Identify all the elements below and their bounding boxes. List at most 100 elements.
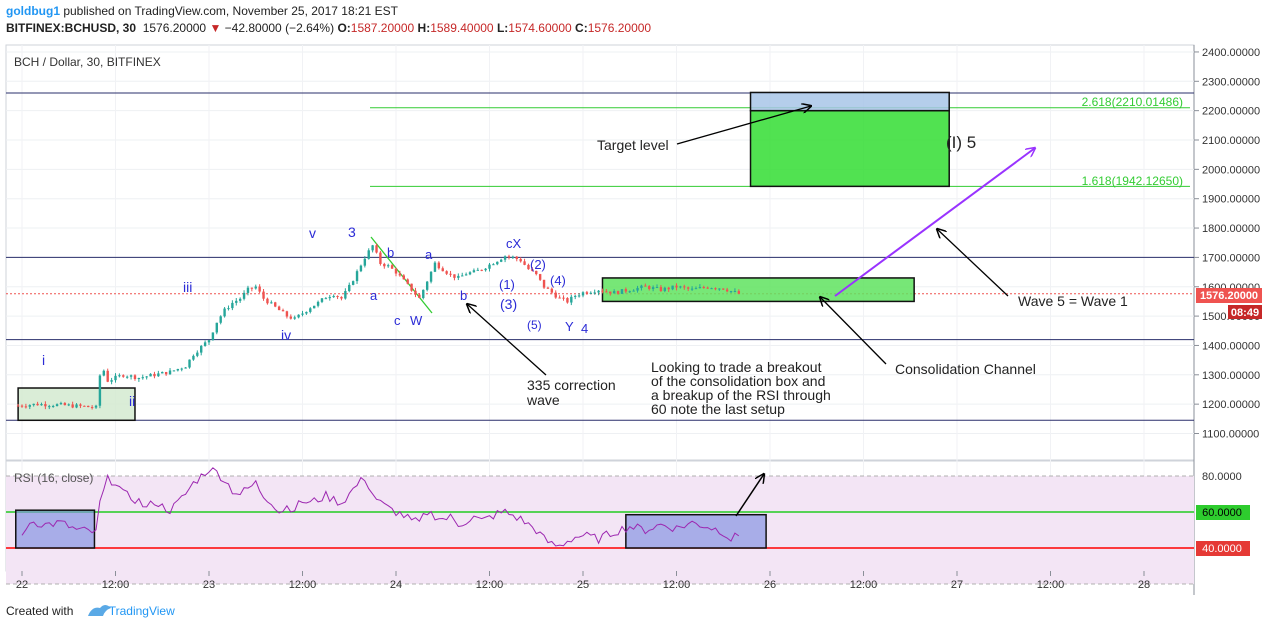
- candle-body: [277, 306, 281, 311]
- time-tick-label: 26: [764, 579, 776, 591]
- candle-body: [363, 258, 367, 266]
- candle-body: [71, 404, 74, 408]
- time-tick-label: 12:00: [663, 579, 691, 591]
- candle-body: [289, 316, 293, 319]
- rsi-series: 80.0000: [6, 467, 1242, 585]
- rsi-breakout-arrow: [735, 474, 764, 517]
- note-line-4: 60 note the last setup: [651, 401, 785, 417]
- candle-body: [285, 311, 289, 317]
- candle-body: [90, 407, 94, 409]
- publish-line: goldbug1 published on TradingView.com, N…: [6, 4, 398, 18]
- candle-body: [511, 256, 515, 258]
- author-link[interactable]: goldbug1: [6, 4, 60, 18]
- high-value: 1589.40000: [430, 21, 494, 35]
- candle-body: [270, 302, 273, 304]
- candle-body: [180, 368, 183, 370]
- candle-body: [312, 305, 316, 309]
- rsi-box: [15, 509, 96, 549]
- target-level-label: Target level: [597, 137, 669, 153]
- wave-label-c1: c: [394, 313, 401, 328]
- candle-body: [122, 375, 125, 377]
- candle-body: [422, 289, 425, 299]
- high-label: H:: [417, 21, 431, 35]
- candle-body: [55, 404, 59, 407]
- candle-body: [371, 245, 374, 251]
- candle-body: [83, 405, 86, 407]
- candle-body: [449, 273, 452, 275]
- candle-body: [110, 380, 113, 382]
- candle-body: [316, 301, 320, 306]
- candle-body: [515, 256, 518, 260]
- candle-body: [281, 310, 285, 312]
- candle-body: [351, 281, 355, 285]
- wave-label-iv: iv: [281, 327, 291, 343]
- candle-body: [36, 403, 39, 406]
- time-tick-label: 12:00: [850, 579, 878, 591]
- candle-body: [87, 405, 90, 408]
- candle-body: [546, 287, 550, 289]
- time-tick-label: 22: [16, 579, 28, 591]
- candle-body: [644, 285, 647, 287]
- candle-body: [410, 283, 413, 291]
- candle-body: [24, 406, 28, 408]
- candle-body: [636, 287, 639, 291]
- price-series: [16, 243, 741, 410]
- open-value: 1587.20000: [350, 21, 415, 35]
- tradingview-link[interactable]: TradingView: [108, 604, 175, 618]
- wave-label-p5: (5): [527, 318, 542, 332]
- correction-label-1: 335 correction: [527, 377, 616, 393]
- candle-body: [114, 375, 117, 381]
- wave-label-ii: ii: [129, 393, 135, 409]
- price-tick-label: 2100.00000: [1202, 135, 1260, 147]
- candle-body: [437, 262, 441, 269]
- time-tick-label: 28: [1138, 579, 1150, 591]
- fib-label-1618: 1.618(1942.12650): [1082, 174, 1183, 188]
- projection-arrow: [834, 148, 1035, 297]
- change-down-icon: ▼: [209, 21, 222, 35]
- candle-body: [589, 292, 592, 294]
- candle-body: [79, 404, 82, 406]
- candle-body: [75, 404, 78, 408]
- wave-label-b1: b: [387, 245, 394, 260]
- candle-body: [453, 274, 456, 278]
- low-label: L:: [496, 21, 509, 35]
- candle-body: [153, 373, 156, 377]
- candle-body: [609, 291, 612, 294]
- candle-body: [558, 297, 561, 299]
- candle-body: [274, 302, 277, 307]
- candle-body: [550, 288, 554, 293]
- candle-body: [484, 268, 487, 271]
- time-tick-label: 12:00: [289, 579, 317, 591]
- candle-body: [433, 262, 437, 272]
- candle-body: [44, 404, 47, 407]
- zone-box: [749, 91, 950, 112]
- open-label: O:: [337, 21, 351, 35]
- note-line-2: of the consolidation box and: [651, 373, 825, 389]
- candle-body: [309, 308, 312, 312]
- candle-body: [464, 274, 468, 276]
- candle-body: [480, 269, 483, 271]
- candle-body: [499, 259, 503, 262]
- candle-body: [445, 271, 448, 274]
- candle-body: [344, 291, 347, 299]
- wave-label-cX: cX: [506, 236, 522, 251]
- candle-body: [227, 308, 230, 310]
- candle-body: [394, 268, 398, 274]
- candle-body: [184, 367, 187, 369]
- time-tick-label: 23: [203, 579, 215, 591]
- price-tick-label: 1100.00000: [1202, 429, 1259, 441]
- correction-label-2: wave: [526, 392, 560, 408]
- candle-body: [651, 287, 655, 290]
- candle-body: [164, 371, 168, 375]
- created-with-text: Created with: [6, 604, 74, 618]
- candle-body: [32, 403, 35, 406]
- candle-body: [538, 274, 542, 280]
- target-arrow: [676, 106, 811, 145]
- wave-label-i: i: [42, 352, 45, 368]
- candle-body: [63, 403, 67, 406]
- price-pane[interactable]: [5, 44, 1195, 461]
- candle-body: [340, 296, 343, 299]
- candle-body: [59, 403, 63, 405]
- candle-body: [20, 405, 24, 407]
